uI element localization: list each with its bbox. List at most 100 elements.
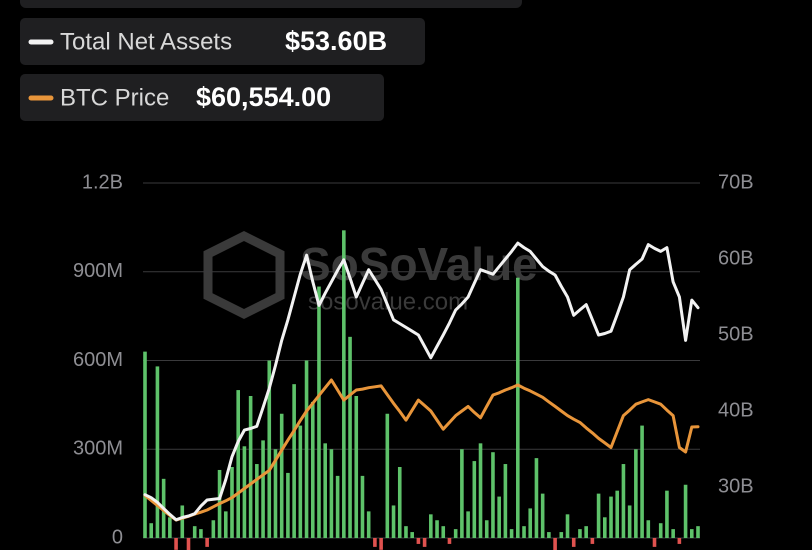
bar — [410, 532, 414, 538]
bar — [354, 396, 359, 538]
bar — [503, 464, 508, 538]
bar — [596, 493, 601, 538]
bar — [528, 508, 533, 538]
bar — [199, 529, 203, 538]
bar — [186, 538, 191, 550]
line — [143, 241, 700, 522]
bar — [342, 230, 346, 539]
bar — [180, 505, 185, 538]
bar — [621, 464, 626, 538]
watermark: SoSoValue sosovalue.com — [203, 230, 538, 320]
legend-value: $53.60B — [285, 26, 387, 56]
bar — [366, 511, 371, 538]
bar — [279, 413, 284, 538]
grid: 0 300M 600M 900M 1.2B 30B 40B 50B 60B 70B — [73, 171, 754, 548]
bar — [665, 490, 669, 538]
bar — [640, 425, 644, 538]
bar — [615, 490, 620, 538]
bar — [509, 529, 514, 538]
bar — [646, 520, 651, 538]
legend-box — [20, 18, 425, 65]
bar — [683, 484, 688, 538]
bar — [174, 538, 178, 550]
bar — [472, 461, 477, 538]
bar — [192, 526, 197, 538]
line — [143, 378, 700, 522]
y-tick-label: 900M — [73, 260, 123, 282]
bars — [143, 230, 700, 550]
bar — [286, 472, 290, 538]
bar — [435, 520, 439, 538]
watermark-logo — [203, 230, 285, 320]
legend-label: Total Net Assets — [60, 28, 232, 55]
legend-box-cut — [20, 0, 522, 8]
legend-box — [20, 74, 384, 121]
bar — [478, 443, 483, 538]
y-tick-label: 300M — [73, 438, 123, 460]
y-tick-label: 600M — [73, 349, 123, 371]
bar — [689, 529, 694, 538]
bar — [223, 511, 228, 538]
bar — [497, 496, 501, 538]
bar — [248, 396, 253, 538]
bar — [534, 458, 539, 538]
bar — [149, 523, 154, 538]
bar — [460, 449, 464, 538]
bar — [292, 384, 296, 538]
bar — [143, 351, 147, 538]
bar — [658, 523, 663, 538]
bar — [565, 514, 570, 538]
y2-tick-label: 40B — [718, 399, 754, 421]
bar — [385, 413, 390, 538]
bar — [242, 446, 247, 538]
bar — [559, 532, 564, 538]
bar — [298, 425, 303, 538]
bar — [571, 538, 576, 547]
bar — [627, 505, 632, 538]
bar — [540, 493, 545, 538]
bar — [578, 529, 582, 538]
bar — [397, 467, 402, 538]
bar — [273, 449, 278, 538]
bar — [304, 360, 309, 538]
lines — [143, 241, 700, 522]
bar — [360, 475, 365, 538]
legend-label: BTC Price — [60, 84, 169, 111]
bar — [634, 449, 638, 538]
bar — [422, 538, 427, 547]
y-tick-label: 0 — [112, 526, 123, 548]
legend-value: $60,554.00 — [196, 82, 331, 112]
bar — [677, 538, 682, 544]
y2-tick-label: 50B — [718, 323, 754, 345]
bar — [404, 526, 408, 538]
bar — [267, 360, 272, 538]
bar — [447, 538, 452, 544]
bar — [236, 390, 241, 538]
bar — [609, 496, 613, 538]
bar — [652, 538, 657, 547]
bar — [484, 520, 489, 538]
bar — [230, 467, 234, 538]
bar — [602, 517, 607, 538]
y2-tick-label: 60B — [718, 247, 754, 269]
bar — [516, 277, 520, 538]
bar — [696, 526, 700, 538]
bar — [310, 401, 315, 538]
bar — [547, 532, 551, 538]
bar — [373, 538, 377, 547]
y2-tick-label: 70B — [718, 171, 754, 193]
bar — [348, 336, 352, 538]
bar — [553, 538, 557, 550]
bar — [590, 538, 595, 544]
bar — [261, 440, 265, 538]
bar — [379, 538, 383, 550]
bar — [211, 520, 216, 538]
bar — [429, 514, 433, 538]
bar — [441, 526, 446, 538]
y2-tick-label: 30B — [718, 475, 754, 497]
bar — [323, 443, 327, 538]
bar — [671, 529, 675, 538]
bar — [168, 517, 172, 538]
bar — [584, 526, 588, 538]
